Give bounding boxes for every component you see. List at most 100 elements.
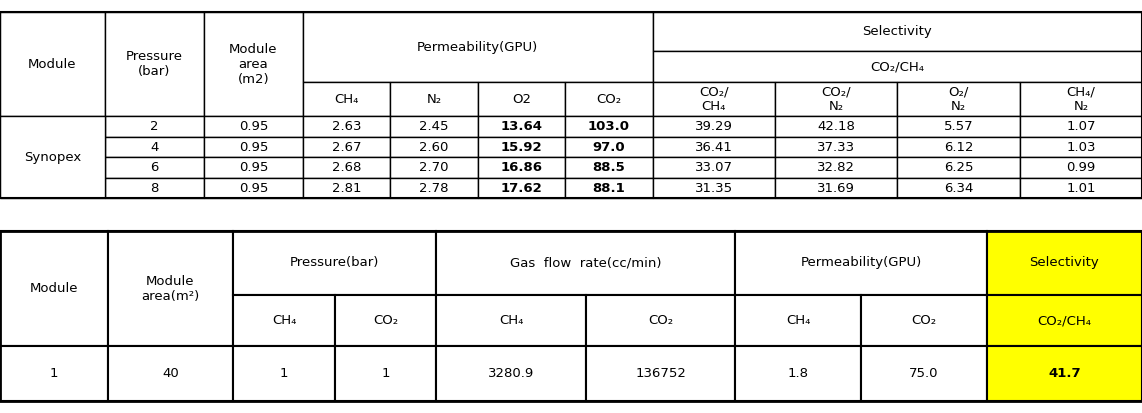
Bar [233, 294, 335, 347]
Bar [652, 137, 775, 157]
Bar [1020, 178, 1142, 198]
Bar [303, 116, 391, 137]
Bar [565, 178, 652, 198]
Bar [565, 82, 652, 116]
Bar [105, 157, 204, 178]
Text: Pressure
(bar): Pressure (bar) [126, 50, 183, 78]
Text: 2.70: 2.70 [419, 161, 449, 174]
Text: CO₂/
CH₄: CO₂/ CH₄ [699, 85, 729, 113]
Bar [303, 157, 391, 178]
Text: 2.45: 2.45 [419, 120, 449, 133]
Text: O2: O2 [512, 93, 531, 106]
Bar [204, 137, 303, 157]
Text: CO₂/
N₂: CO₂/ N₂ [821, 85, 851, 113]
Bar [233, 231, 436, 294]
Text: CO₂: CO₂ [596, 93, 621, 106]
Bar [204, 12, 303, 116]
Bar [0, 231, 107, 347]
Bar [652, 178, 775, 198]
Text: 40: 40 [162, 367, 179, 380]
Text: 2.78: 2.78 [419, 182, 449, 195]
Text: 6.12: 6.12 [943, 141, 973, 154]
Text: 3280.9: 3280.9 [488, 367, 534, 380]
Bar [105, 12, 204, 116]
Text: 16.86: 16.86 [500, 161, 542, 174]
Text: Selectivity: Selectivity [1029, 256, 1099, 269]
Text: Gas  flow  rate(cc/min): Gas flow rate(cc/min) [510, 256, 661, 269]
Bar [775, 178, 898, 198]
Bar [987, 294, 1142, 347]
Bar [1020, 137, 1142, 157]
Bar [303, 82, 391, 116]
Bar [477, 137, 565, 157]
Text: Selectivity: Selectivity [862, 25, 932, 38]
Bar [775, 137, 898, 157]
Text: 31.35: 31.35 [694, 182, 733, 195]
Text: CH₄: CH₄ [786, 314, 811, 327]
Text: CH₄: CH₄ [335, 93, 359, 106]
Bar [107, 347, 233, 401]
Bar [1020, 116, 1142, 137]
Bar [898, 137, 1020, 157]
Text: Permeability(GPU): Permeability(GPU) [801, 256, 922, 269]
Text: 32.82: 32.82 [818, 161, 855, 174]
Text: 75.0: 75.0 [909, 367, 939, 380]
Text: 33.07: 33.07 [694, 161, 733, 174]
Text: 1: 1 [49, 367, 58, 380]
Bar [652, 82, 775, 116]
Bar [898, 116, 1020, 137]
Text: 1: 1 [381, 367, 389, 380]
Text: 1.8: 1.8 [788, 367, 809, 380]
Bar [105, 116, 204, 137]
Text: 6.25: 6.25 [943, 161, 973, 174]
Bar [586, 294, 735, 347]
Text: CO₂/CH₄: CO₂/CH₄ [870, 60, 924, 73]
Text: 97.0: 97.0 [593, 141, 625, 154]
Bar [0, 116, 105, 198]
Bar [652, 157, 775, 178]
Text: 31.69: 31.69 [818, 182, 855, 195]
Text: CO₂: CO₂ [373, 314, 399, 327]
Text: 88.5: 88.5 [593, 161, 626, 174]
Text: 6.34: 6.34 [943, 182, 973, 195]
Bar [335, 294, 436, 347]
Text: 0.95: 0.95 [239, 161, 268, 174]
Text: 1.01: 1.01 [1067, 182, 1095, 195]
Text: Synopex: Synopex [24, 151, 81, 164]
Text: 2: 2 [150, 120, 159, 133]
Bar [0, 347, 107, 401]
Text: 1.07: 1.07 [1067, 120, 1095, 133]
Bar [477, 116, 565, 137]
Text: CH₄: CH₄ [499, 314, 523, 327]
Text: Module: Module [29, 58, 77, 71]
Bar [204, 178, 303, 198]
Text: Module
area(m²): Module area(m²) [142, 275, 200, 303]
Bar [391, 116, 477, 137]
Text: 6: 6 [151, 161, 159, 174]
Bar [775, 82, 898, 116]
Bar [565, 157, 652, 178]
Text: 17.62: 17.62 [500, 182, 542, 195]
Bar [652, 116, 775, 137]
Bar [477, 157, 565, 178]
Bar [204, 157, 303, 178]
Text: CO₂: CO₂ [911, 314, 936, 327]
Text: 103.0: 103.0 [588, 120, 630, 133]
Text: 15.92: 15.92 [500, 141, 542, 154]
Text: 39.29: 39.29 [694, 120, 733, 133]
Text: Module
area
(m2): Module area (m2) [230, 43, 278, 86]
Bar [735, 347, 861, 401]
Text: 37.33: 37.33 [817, 141, 855, 154]
Text: CO₂/CH₄: CO₂/CH₄ [1037, 314, 1092, 327]
Bar [335, 347, 436, 401]
Text: 4: 4 [151, 141, 159, 154]
Bar [898, 82, 1020, 116]
Bar [1020, 82, 1142, 116]
Text: 0.95: 0.95 [239, 141, 268, 154]
Text: O₂/
N₂: O₂/ N₂ [948, 85, 968, 113]
Text: 13.64: 13.64 [500, 120, 542, 133]
Text: 0.95: 0.95 [239, 120, 268, 133]
Text: CH₄: CH₄ [272, 314, 296, 327]
Bar [565, 137, 652, 157]
Bar [477, 178, 565, 198]
